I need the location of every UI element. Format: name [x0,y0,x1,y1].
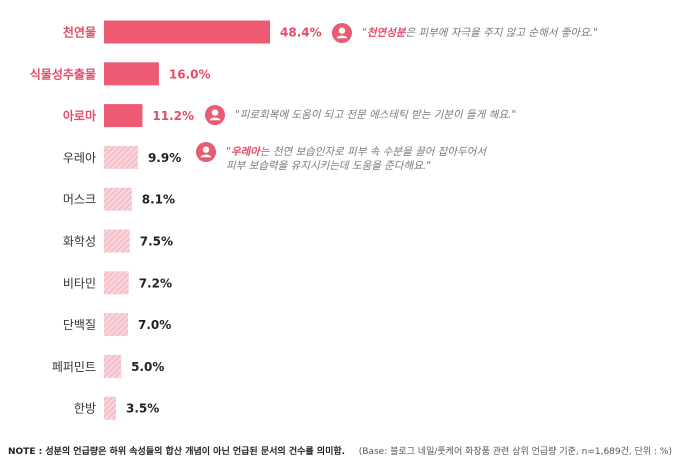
person-icon [196,142,216,162]
value-label: 3.5% [126,402,159,416]
category-label: 비타민 [63,276,96,290]
footnote: NOTE : 성분의 언급량은 하위 속성들의 합산 개념이 아닌 언급된 문서… [8,447,346,457]
category-label: 단백질 [63,318,96,332]
bar [104,145,138,169]
value-label: 16.0% [169,67,211,81]
base-note: (Base: 블로그 네일/풋케어 화장품 관련 상위 언급량 기준, n=1,… [358,447,672,457]
bar [104,229,130,253]
person-icon [205,105,225,125]
bar [104,271,129,295]
value-label: 5.0% [131,360,164,374]
quote-1-highlight: 천연성분 [366,27,406,39]
bars-layer: 천연물 48.4% 식물성추출물 16.0% 아로마 11.2% 우레아 9.9% 머스크 8.1… [30,20,322,420]
quote-1-line-1: 은 피부에 자극을 주지 않고 순해서 좋아요." [405,27,598,39]
value-label: 48.4% [280,26,322,40]
category-label: 식물성추출물 [30,66,96,81]
quote-3-line-1: 는 천연 보습인자로 피부 속 수분을 끌어 잡아두어서 [259,146,487,158]
quote-2-line-1: "피로회복에 도움이 되고 전문 에스테틱 받는 기분이 들게 해요." [235,109,517,121]
quote-3-highlight: 우레아 [230,146,260,158]
category-label: 우레아 [63,151,96,165]
bar [104,187,132,211]
person-icon [332,23,352,43]
quote-2-text: "피로회복에 도움이 되고 전문 에스테틱 받는 기분이 들게 해요." [235,108,516,122]
bar-chart: 천연물 48.4% 식물성추출물 16.0% 아로마 11.2% 우레아 9.9% 머스크 8.1… [30,20,322,420]
value-label: 7.5% [140,235,173,249]
category-label: 화학성 [63,235,96,249]
quote-1: "천연성분은 피부에 자극을 주지 않고 순해서 좋아요." [332,23,598,43]
bar [104,396,117,420]
category-label: 아로마 [63,108,96,123]
quote-2: "피로회복에 도움이 되고 전문 에스테틱 받는 기분이 들게 해요." [205,105,516,125]
bar [104,62,159,86]
category-label: 천연물 [63,25,96,40]
category-label: 머스크 [63,193,96,207]
value-label: 8.1% [142,193,175,207]
footer: NOTE : 성분의 언급량은 하위 속성들의 합산 개념이 아닌 언급된 문서… [8,444,672,457]
bar [104,354,122,378]
bar [104,313,129,337]
category-label: 페퍼민트 [52,360,96,374]
quote-1-text: "천연성분은 피부에 자극을 주지 않고 순해서 좋아요." [362,27,598,39]
bar [104,104,143,128]
quote-3-text: "우레아는 천연 보습인자로 피부 속 수분을 끌어 잡아두어서 피부 보습력을… [226,146,487,172]
value-label: 11.2% [152,109,194,123]
quote-3: "우레아는 천연 보습인자로 피부 속 수분을 끌어 잡아두어서 피부 보습력을… [196,142,487,173]
bar [104,20,270,44]
quote-3-line-2: 피부 보습력을 유지시키는데 도움을 준다해요." [226,160,432,172]
value-label: 7.2% [139,276,172,290]
value-label: 9.9% [148,151,181,165]
category-label: 한방 [74,402,96,416]
value-label: 7.0% [138,318,171,332]
